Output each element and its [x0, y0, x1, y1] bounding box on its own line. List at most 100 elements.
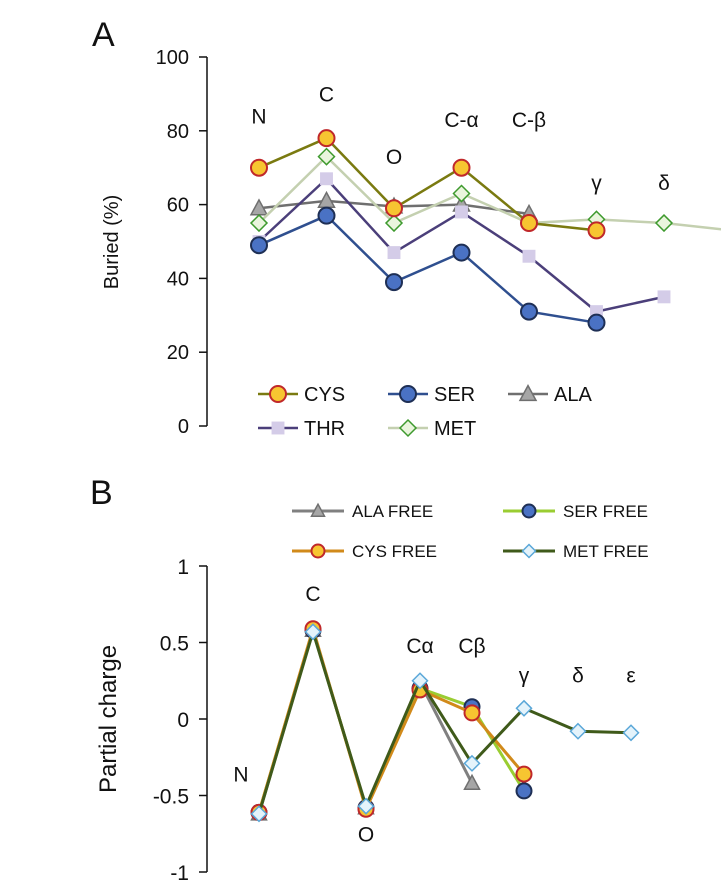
panel-b-y-tick-label: 0: [177, 709, 189, 732]
panel-a-point-ser: [452, 243, 471, 262]
panel-a-point-thr: [455, 205, 468, 219]
panel-b-point-met-free: [304, 623, 322, 641]
panel-a-y-tick-label: 60: [167, 195, 189, 217]
panel-b-legend-marker: [310, 543, 326, 559]
panel-b-point-cys-free: [515, 765, 533, 783]
panel-a-legend-marker: [271, 421, 285, 435]
panel-a-legend-item-ala: ALA: [508, 384, 592, 406]
panel-a-line-met: [258, 154, 721, 231]
panel-a-point-cys: [385, 199, 403, 218]
panel-b-point-met-free: [411, 672, 429, 690]
panel-b-legend-marker: [521, 503, 537, 519]
panel-a-point-ser: [520, 302, 538, 321]
panel-a-atom-label: γ: [591, 172, 602, 195]
panel-b-legend-label: MET FREE: [563, 542, 649, 561]
panel-b-legend-item-cys-free: CYS FREE: [292, 542, 437, 561]
panel-b-legend-item-met-free: MET FREE: [503, 542, 649, 561]
panel-b-letter: B: [90, 474, 113, 512]
panel-a-point-cys: [452, 158, 471, 177]
panel-a-atom-label: C-α: [444, 109, 478, 132]
panel-b-point-cys-free: [463, 704, 481, 722]
panel-a-legend-marker: [399, 385, 417, 403]
panel-a-legend-item-cys: CYS: [258, 384, 345, 406]
panel-a-legend-marker: [269, 385, 287, 403]
panel-b-legend-label: SER FREE: [563, 502, 648, 521]
panel-b-atom-label: C: [305, 583, 320, 606]
panel-b-point-met-free: [569, 722, 587, 740]
panel-b-point-met-free: [250, 805, 268, 823]
panel-b-y-tick-label: -0.5: [153, 786, 189, 809]
panel-b-legend-label: ALA FREE: [352, 502, 433, 521]
panel-b-chart: 1 0.5 0 -0.5 -1 Partial charge N C O Cα Cβ γ δ ε: [95, 556, 640, 885]
panel-a-y-tick-label: 100: [156, 47, 189, 69]
panel-b-y-tick-label: 1: [177, 556, 189, 579]
panel-a-atom-label: N: [251, 105, 266, 128]
panel-a-point-ala: [317, 190, 336, 209]
panel-a-legend-marker: [398, 418, 418, 438]
panel-b-legend-item-ser-free: SER FREE: [503, 502, 648, 521]
panel-b-point-met-free: [463, 754, 481, 772]
panel-a-point-ser: [317, 206, 336, 225]
panel-a-legend: CYS SER ALA THR MET: [258, 384, 592, 440]
panel-a-point-cys: [520, 214, 538, 233]
panel-a-atom-label: δ: [658, 172, 670, 195]
panel-b-atom-label: δ: [572, 664, 584, 687]
panel-a-y-axis-title: Buried (%): [101, 195, 123, 289]
panel-b-atom-label: γ: [519, 664, 530, 687]
panel-a-atom-label: O: [386, 146, 402, 169]
panel-a-legend-label: MET: [434, 418, 476, 440]
panel-a-point-ser: [587, 313, 606, 332]
panel-b-point-met-free: [622, 724, 640, 742]
panel-a-point-met: [384, 213, 404, 233]
panel-a-legend-label: ALA: [554, 384, 592, 406]
panel-a-legend-label: THR: [304, 418, 345, 440]
panel-b-atom-label: Cβ: [458, 635, 485, 658]
panel-a-legend-label: SER: [434, 384, 475, 406]
panel-b-line-ala-free: [257, 624, 474, 815]
panel-a-y-tick-label: 80: [167, 121, 189, 143]
panel-b-point-ala-free: [463, 773, 481, 791]
panel-a-atom-label: C: [319, 83, 334, 106]
panel-b-atom-label: ε: [626, 664, 635, 687]
panel-a-atom-label: C-β: [512, 109, 546, 132]
panel-b-series-met-free: [250, 623, 640, 823]
panel-b-atom-label: O: [358, 823, 374, 846]
panel-b-legend: ALA FREE SER FREE CYS FREE MET FREE: [292, 502, 649, 561]
panel-a-y-tick-label: 0: [178, 416, 189, 438]
panel-a-letter: A: [92, 16, 115, 54]
panel-a-line-cys: [258, 136, 597, 232]
panel-a-point-ser: [385, 273, 403, 292]
panel-a-series-ser: [250, 206, 606, 332]
panel-a-line-ser: [258, 214, 597, 324]
panel-a-legend-item-met: MET: [388, 418, 476, 440]
panel-b-point-met-free: [515, 699, 533, 717]
panel-a-point-ser: [250, 236, 268, 255]
panel-b-y-axis-title: Partial charge: [95, 645, 122, 793]
panel-a-legend-item-ser: SER: [388, 384, 475, 406]
panel-a-series-cys: [250, 129, 606, 240]
panel-b-series-cys-free: [250, 620, 533, 821]
panel-a-point-cys: [250, 158, 268, 177]
panel-a-point-thr: [522, 249, 536, 263]
panel-b-atom-label: N: [233, 764, 248, 787]
panel-b-legend-marker: [310, 502, 326, 517]
panel-a-legend-label: CYS: [304, 384, 345, 406]
panel-a-y-tick-label: 20: [167, 342, 189, 364]
panel-b-legend-marker: [521, 543, 537, 559]
panel-b-y-tick-label: -1: [170, 862, 189, 885]
panel-a-point-thr: [387, 246, 401, 260]
panel-a-point-met: [452, 184, 471, 203]
panel-a-legend-item-thr: THR: [258, 418, 345, 440]
panel-b-legend-label: CYS FREE: [352, 542, 437, 561]
panel-a-point-met: [317, 147, 336, 166]
panel-a-point-cys: [317, 129, 336, 148]
panel-b-line-met-free: [257, 626, 632, 815]
panel-b-atom-label: Cα: [406, 635, 433, 658]
panel-a-point-cys: [587, 221, 606, 240]
panel-b-legend-item-ala-free: ALA FREE: [292, 502, 433, 521]
panel-a-point-thr: [320, 172, 333, 186]
panel-b-point-ser-free: [515, 782, 533, 800]
panel-b-point-met-free: [357, 797, 375, 815]
